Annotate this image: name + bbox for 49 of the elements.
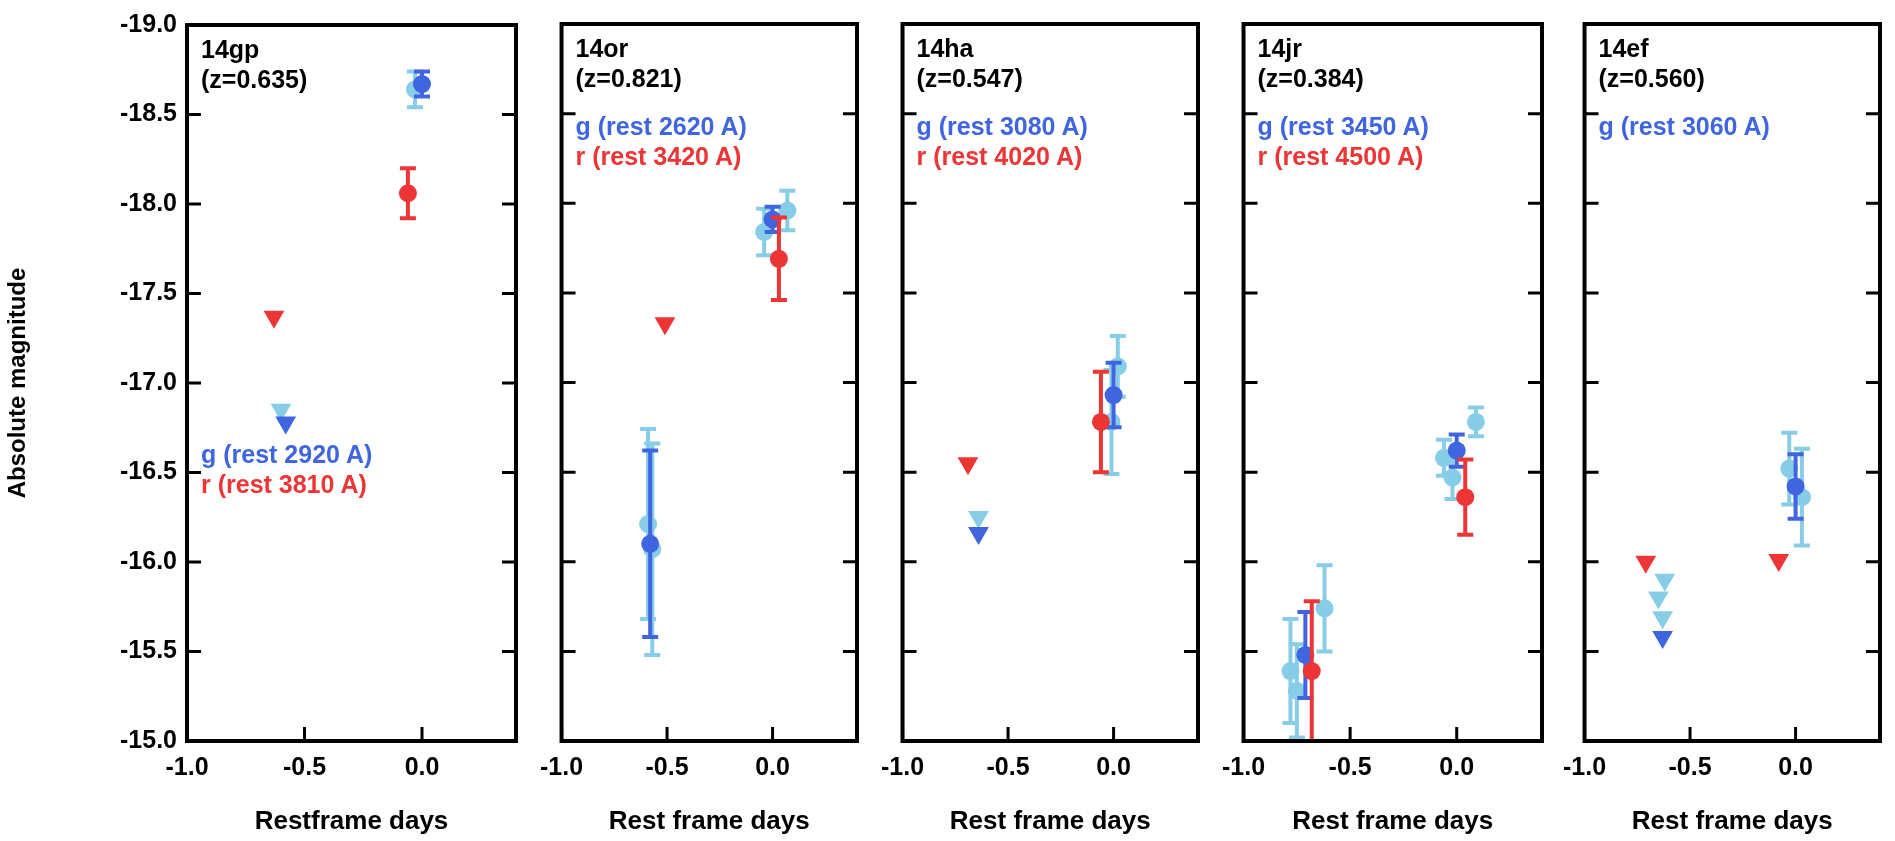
x-tick-label: -1.0 [1221, 751, 1266, 780]
y-tick-label: -17.0 [120, 366, 177, 395]
x-axis-title: Rest frame days [949, 804, 1151, 835]
y-tick-label: -17.5 [120, 277, 178, 306]
x-tick-label: -1.0 [1562, 751, 1607, 780]
y-tick-label: -16.0 [120, 545, 177, 574]
chart-title: 14ef [1598, 34, 1650, 63]
chart-title: 14gp [201, 35, 260, 64]
x-axis-title: Rest frame days [608, 804, 810, 835]
x-tick-label: 0.0 [755, 751, 790, 780]
text: (z=0.384) [1257, 64, 1364, 93]
text: g (rest 2920 A) [201, 440, 373, 469]
x-tick-label: -0.5 [986, 751, 1030, 780]
text: r (rest 4500 A) [1257, 142, 1424, 171]
x-tick-label: 0.0 [1439, 751, 1475, 780]
x-tick-label: -0.5 [1328, 751, 1372, 780]
x-tick-label: -1.0 [880, 751, 925, 780]
x-axis-title: Rest frame days [1292, 804, 1494, 835]
y-tick-label: -16.5 [120, 456, 178, 485]
chart-title: 14or [575, 34, 629, 63]
text: r (rest 4020 A) [916, 142, 1083, 171]
chart-title: 14jr [1257, 34, 1303, 63]
x-tick-label: -0.5 [645, 751, 689, 780]
x-tick-label: -1.0 [539, 751, 584, 780]
y-tick-label: -15.5 [120, 635, 178, 664]
text: (z=0.547) [916, 64, 1023, 93]
x-tick-label: -0.5 [282, 751, 327, 780]
y-axis-title: Absolute magnitude [3, 267, 31, 499]
y-tick-label: -15.0 [120, 724, 177, 753]
y-tick-label: -18.5 [120, 98, 178, 127]
text: r (rest 3420 A) [575, 142, 742, 171]
text: (z=0.635) [201, 65, 308, 94]
text: (z=0.560) [1598, 64, 1705, 93]
text: g (rest 3450 A) [1257, 112, 1429, 141]
x-tick-label: -0.5 [1668, 751, 1712, 780]
text: g (rest 3060 A) [1598, 112, 1770, 141]
text: g (rest 2620 A) [575, 112, 747, 141]
x-tick-label: 0.0 [1778, 751, 1813, 780]
x-tick-label: 0.0 [1096, 751, 1131, 780]
x-axis-title: Restframe days [254, 804, 449, 835]
text: r (rest 3810 A) [201, 470, 367, 499]
x-axis-title: Rest frame days [1631, 804, 1833, 835]
x-tick-label: -1.0 [165, 751, 209, 780]
text: (z=0.821) [575, 64, 682, 93]
x-tick-label: 0.0 [404, 751, 440, 780]
y-tick-label: -19.0 [120, 8, 177, 37]
y-tick-label: -18.0 [120, 187, 177, 216]
chart-title: 14ha [916, 34, 975, 63]
text: g (rest 3080 A) [916, 112, 1088, 141]
